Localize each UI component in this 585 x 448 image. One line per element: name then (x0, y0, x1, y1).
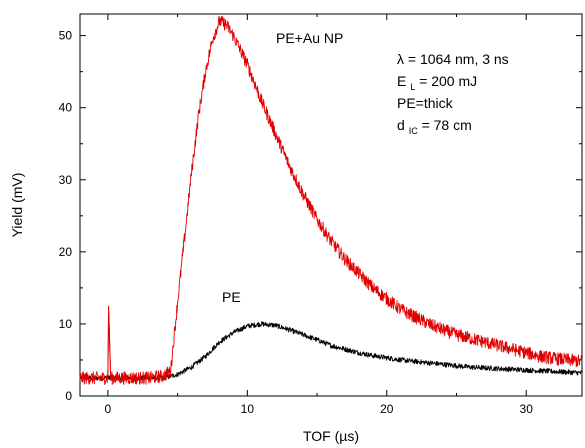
series-label-pe: PE (222, 289, 241, 305)
x-tick-label-30: 30 (520, 402, 534, 416)
annotation-block: λ = 1064 nm, 3 ns E L = 200 mJ PE=thick … (397, 51, 509, 137)
plot-frame (79, 13, 583, 397)
y-tick-label-10: 10 (59, 317, 73, 331)
series-label-pe-au-np: PE+Au NP (276, 30, 343, 46)
x-tick-label-10: 10 (241, 402, 255, 416)
series-layer (79, 15, 583, 385)
y-tick-label-40: 40 (59, 101, 73, 115)
annotation-target: PE=thick (397, 95, 454, 111)
x-tick-label-0: 0 (105, 402, 112, 416)
x-axis-title: TOF (µs) (303, 428, 359, 444)
y-tick-label-50: 50 (59, 29, 73, 43)
y-axis-title: Yield (mV) (9, 173, 25, 238)
annotation-distance: d IC = 78 cm (397, 117, 472, 137)
annotation-lambda: λ = 1064 nm, 3 ns (397, 51, 509, 67)
annotation-distance-symbol: d (397, 117, 405, 133)
series-spike-pe-au-np (107, 305, 112, 378)
y-tick-label-20: 20 (59, 245, 73, 259)
annotation-energy-symbol: E (397, 73, 406, 89)
y-tick-label-0: 0 (65, 389, 72, 403)
axis-ticks: 0 10 20 30 0 10 20 30 40 50 (59, 14, 582, 416)
y-tick-label-30: 30 (59, 173, 73, 187)
series-line-pe-au-np (79, 15, 583, 385)
annotation-distance-value: = 78 cm (422, 117, 472, 133)
annotation-energy-sub: L (410, 82, 415, 92)
x-tick-label-20: 20 (380, 402, 394, 416)
annotation-distance-sub: IC (409, 126, 419, 136)
annotation-energy-value: = 200 mJ (419, 73, 477, 89)
annotation-energy: E L = 200 mJ (397, 73, 477, 93)
series-labels: PE+Au NP PE (222, 30, 343, 305)
